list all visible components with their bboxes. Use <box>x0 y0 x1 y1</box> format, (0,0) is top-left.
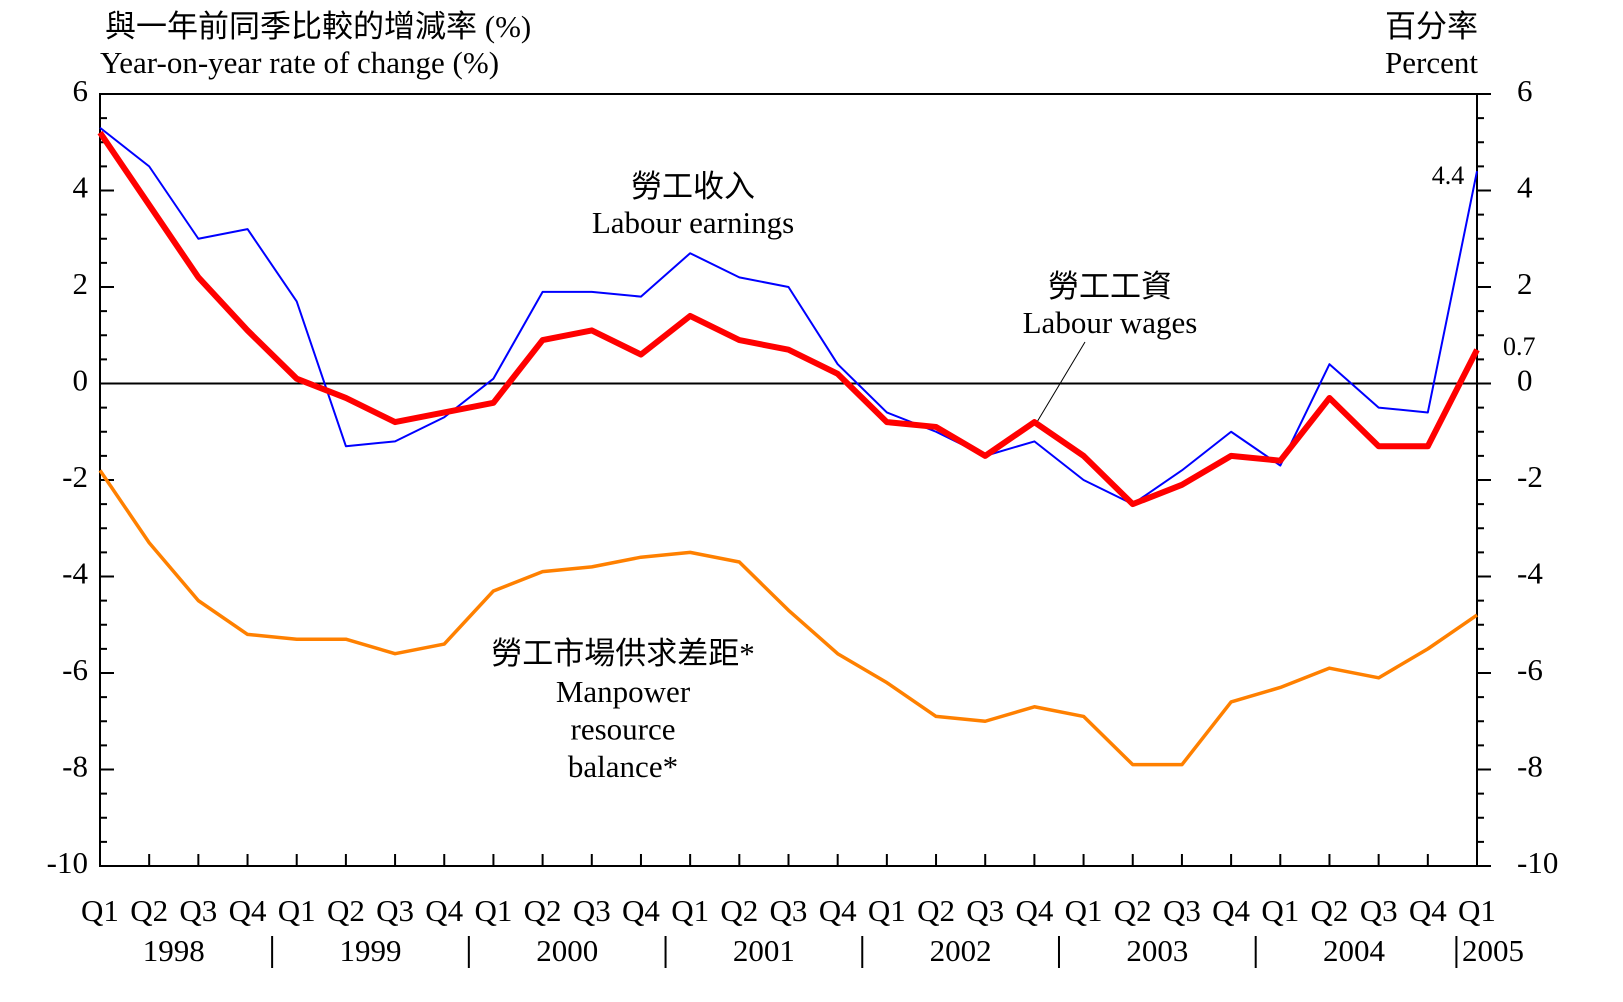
series-label: Labour earnings <box>592 205 794 240</box>
y2-tick-label: -8 <box>1517 749 1543 784</box>
value-label: 4.4 <box>1432 161 1465 190</box>
x-tick-label: Q1 <box>868 893 906 928</box>
left-title: Year-on-year rate of change (%) <box>100 45 499 80</box>
x-tick-label: Q2 <box>1114 893 1152 928</box>
year-label: 2005 <box>1462 933 1524 968</box>
series-line <box>99 126 1478 506</box>
year-label: 1998 <box>143 933 205 968</box>
x-tick-label: Q4 <box>425 893 463 928</box>
y-tick-label: 0 <box>73 363 89 398</box>
leader-line <box>1036 341 1086 423</box>
year-label: 2000 <box>536 933 598 968</box>
x-tick-label: Q3 <box>376 893 414 928</box>
x-tick-label: Q3 <box>1163 893 1201 928</box>
y2-tick-label: 4 <box>1517 170 1533 205</box>
y-tick-label: -4 <box>62 556 88 591</box>
x-tick-label: Q3 <box>966 893 1004 928</box>
y2-tick-label: 2 <box>1517 266 1533 301</box>
y-tick-label: -10 <box>47 845 88 880</box>
y2-tick-label: 6 <box>1517 73 1533 108</box>
x-tick-label: Q3 <box>179 893 217 928</box>
x-tick-label: Q3 <box>770 893 808 928</box>
right-title: 百分率 <box>1385 9 1478 44</box>
y-tick-label: 2 <box>73 266 89 301</box>
series-label: 勞工市場供求差距* <box>491 636 755 671</box>
series-label: resource <box>571 712 676 747</box>
x-tick-label: Q2 <box>1311 893 1349 928</box>
series-line <box>97 130 1480 508</box>
year-label: 2002 <box>930 933 992 968</box>
y2-tick-label: -4 <box>1517 556 1543 591</box>
year-label: 2004 <box>1323 933 1386 968</box>
x-tick-label: Q1 <box>1458 893 1496 928</box>
y2-tick-label: 0 <box>1517 363 1533 398</box>
year-label: 2003 <box>1126 933 1188 968</box>
value-label: 0.7 <box>1503 332 1536 361</box>
x-tick-label: Q4 <box>1212 893 1250 928</box>
x-tick-label: Q4 <box>1409 893 1447 928</box>
x-tick-label: Q4 <box>229 893 267 928</box>
x-tick-label: Q4 <box>819 893 857 928</box>
x-tick-label: Q2 <box>917 893 955 928</box>
x-tick-label: Q2 <box>327 893 365 928</box>
series-label: Labour wages <box>1023 305 1198 340</box>
left-title: 與一年前同季比較的增減率 (%) <box>105 9 531 44</box>
x-tick-label: Q3 <box>573 893 611 928</box>
y-tick-label: -2 <box>62 459 88 494</box>
year-label: 2001 <box>733 933 795 968</box>
x-tick-label: Q1 <box>1261 893 1299 928</box>
x-tick-label: Q4 <box>622 893 660 928</box>
x-tick-label: Q4 <box>1015 893 1053 928</box>
series-label: 勞工工資 <box>1048 269 1172 304</box>
y2-tick-label: -2 <box>1517 459 1543 494</box>
year-label: 1999 <box>339 933 401 968</box>
y-tick-label: 4 <box>73 170 89 205</box>
y2-tick-label: -6 <box>1517 652 1543 687</box>
x-tick-label: Q1 <box>1065 893 1103 928</box>
series-label: Manpower <box>556 674 691 709</box>
series-line <box>98 469 1478 767</box>
y-tick-label: -8 <box>62 749 88 784</box>
x-tick-label: Q1 <box>81 893 119 928</box>
right-title: Percent <box>1385 45 1478 80</box>
series-label: balance* <box>568 749 678 784</box>
x-tick-label: Q2 <box>720 893 758 928</box>
series-label: 勞工收入 <box>631 169 755 204</box>
y-tick-label: -6 <box>62 652 88 687</box>
x-tick-label: Q2 <box>524 893 562 928</box>
y-tick-label: 6 <box>73 73 89 108</box>
x-tick-label: Q3 <box>1360 893 1398 928</box>
x-tick-label: Q1 <box>474 893 512 928</box>
y2-tick-label: -10 <box>1517 845 1558 880</box>
x-tick-label: Q1 <box>671 893 709 928</box>
x-tick-label: Q2 <box>130 893 168 928</box>
x-tick-label: Q1 <box>278 893 316 928</box>
